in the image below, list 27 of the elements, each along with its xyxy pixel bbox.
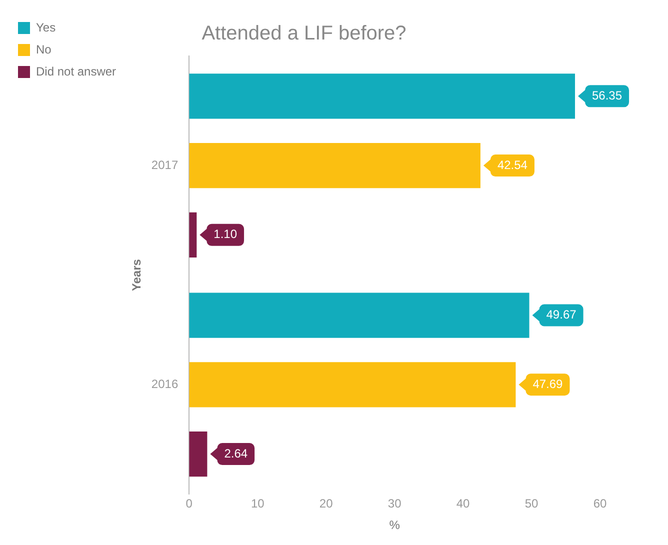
bar <box>189 74 576 119</box>
text: 47.69 <box>532 376 563 391</box>
bar <box>189 292 530 338</box>
bar <box>189 431 208 477</box>
x-tick-label: 20 <box>319 496 334 511</box>
legend-label: No <box>36 42 52 56</box>
legend-label: Yes <box>36 20 56 34</box>
x-tick-label: 10 <box>250 496 265 511</box>
x-tick-label: 40 <box>456 496 470 511</box>
text: 1.10 <box>214 227 238 242</box>
y-tick-label: 2017 <box>151 158 178 172</box>
y-tick-label: 2016 <box>151 376 178 391</box>
text: 56.35 <box>592 88 622 102</box>
y-axis-title: Years <box>130 258 144 292</box>
x-tick-label: 0 <box>186 496 193 511</box>
bar <box>189 212 197 258</box>
legend-label: Did not answer <box>36 64 116 78</box>
text: 2.64 <box>224 446 248 460</box>
x-axis-title: % <box>389 518 400 532</box>
text: 42.54 <box>497 158 528 172</box>
chart-title: Attended a LIF before? <box>202 22 406 45</box>
text: 49.67 <box>546 308 576 322</box>
bar <box>189 143 480 188</box>
x-tick-label: 50 <box>524 496 539 511</box>
bar <box>189 362 516 408</box>
x-tick-label: 30 <box>388 496 402 511</box>
x-tick-label: 60 <box>593 496 607 511</box>
